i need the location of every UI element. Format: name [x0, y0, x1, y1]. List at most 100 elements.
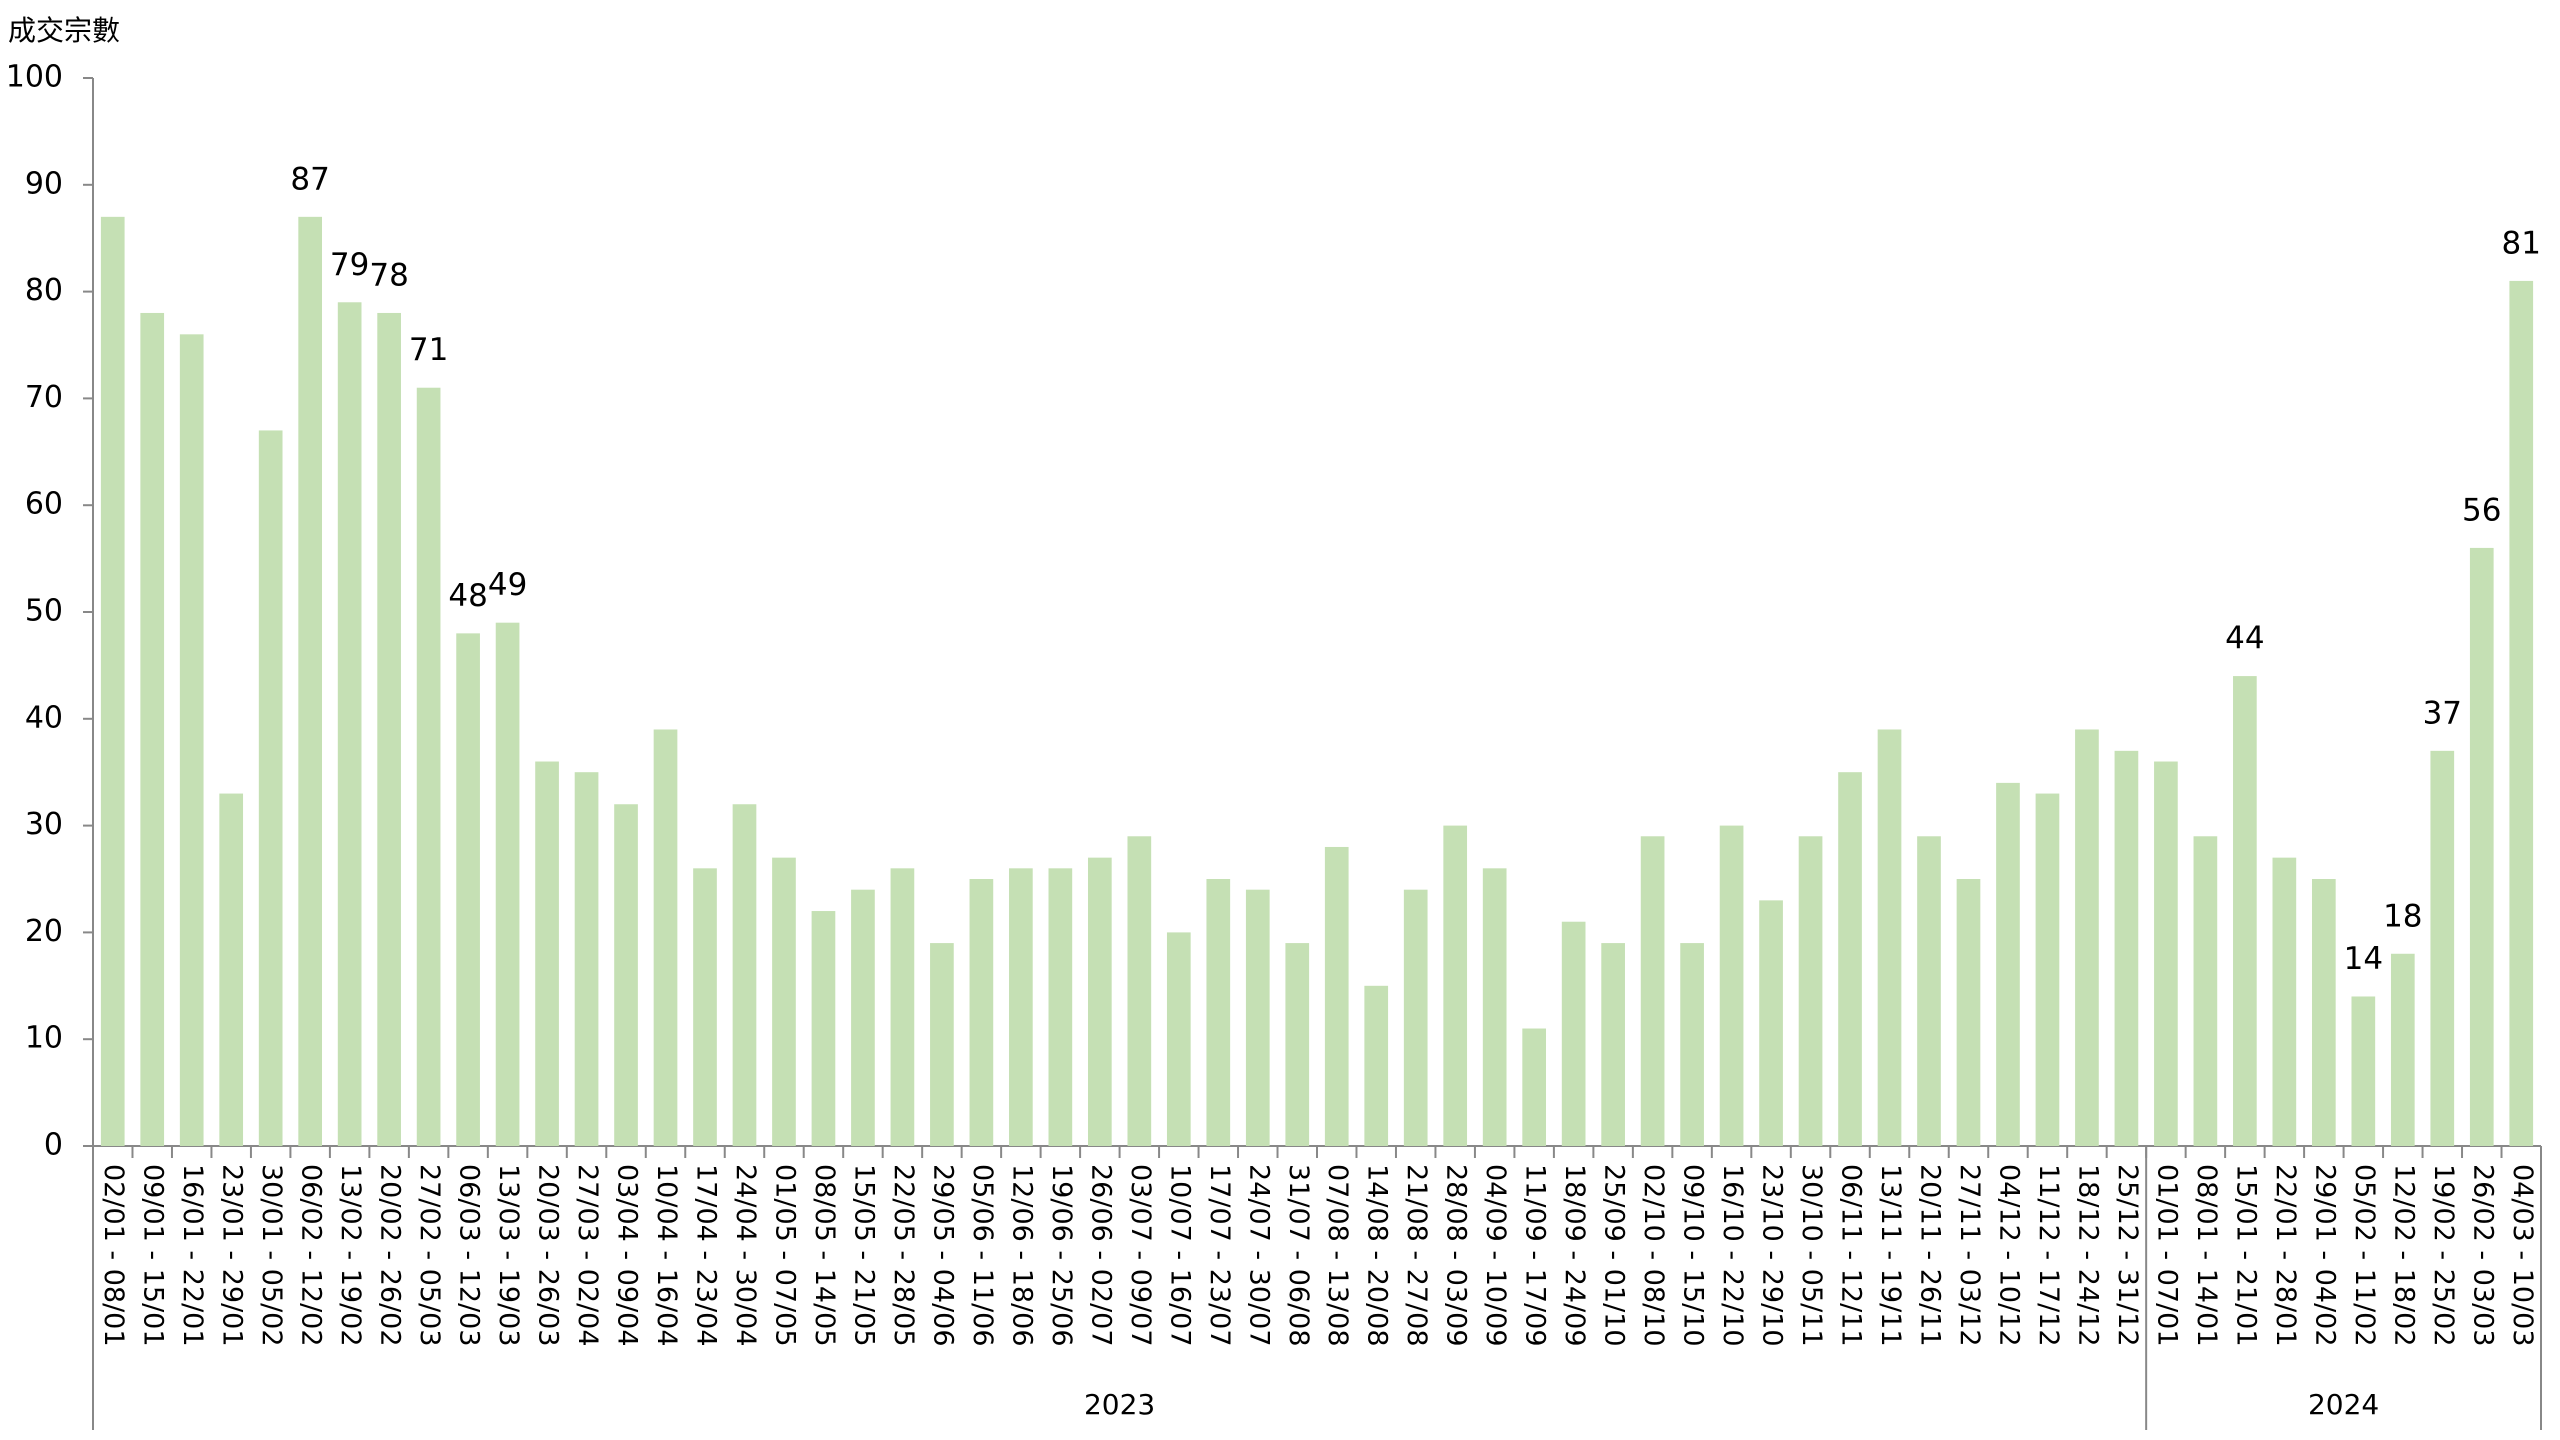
x-tick-label: 02/01 - 08/01	[98, 1164, 129, 1347]
x-tick-label: 07/08 - 13/08	[1322, 1164, 1353, 1347]
bar	[1917, 836, 1941, 1146]
x-tick-label: 04/09 - 10/09	[1480, 1164, 1511, 1347]
data-label: 56	[2462, 492, 2501, 528]
bar	[258, 430, 283, 1146]
x-tick-label: 10/04 - 16/04	[651, 1164, 682, 1347]
x-tick-label: 24/07 - 30/07	[1243, 1164, 1274, 1347]
data-label: 14	[2344, 941, 2383, 977]
x-tick-label: 24/04 - 30/04	[730, 1164, 761, 1347]
bar	[653, 729, 678, 1146]
x-tick-label: 22/05 - 28/05	[888, 1164, 919, 1347]
bar	[1127, 836, 1152, 1146]
bar	[2351, 996, 2376, 1146]
bar	[614, 804, 638, 1146]
x-tick-label: 26/06 - 02/07	[1085, 1164, 1116, 1347]
y-tick-label: 80	[25, 273, 63, 308]
bar	[1522, 1028, 1547, 1146]
bar	[535, 761, 559, 1146]
x-tick-label: 13/11 - 19/11	[1875, 1164, 1906, 1347]
x-tick-label: 02/10 - 08/10	[1638, 1164, 1669, 1347]
bar	[772, 857, 796, 1146]
bar	[2154, 761, 2178, 1146]
bar	[1759, 900, 1783, 1146]
bar	[2114, 750, 2139, 1146]
y-tick-label: 100	[6, 60, 63, 95]
bar	[377, 312, 401, 1147]
x-tick-label: 30/10 - 05/11	[1796, 1164, 1827, 1347]
data-label: 44	[2225, 621, 2264, 657]
bar	[2035, 793, 2060, 1146]
x-tick-label: 11/09 - 17/09	[1520, 1164, 1551, 1347]
bar	[2233, 676, 2257, 1146]
x-tick-label: 26/02 - 03/03	[2467, 1164, 2498, 1347]
y-tick-label: 90	[25, 166, 63, 201]
bar	[298, 216, 323, 1147]
bar	[1245, 889, 1270, 1146]
bar	[1798, 836, 1823, 1146]
bar	[969, 879, 994, 1146]
x-tick-label: 20/02 - 26/02	[375, 1164, 406, 1347]
x-tick-label: 04/03 - 10/03	[2507, 1164, 2538, 1347]
x-tick-label: 23/10 - 29/10	[1757, 1164, 1788, 1347]
x-tick-label: 23/01 - 29/01	[217, 1164, 248, 1347]
y-tick-label: 40	[25, 700, 63, 735]
data-label: 48	[448, 578, 487, 614]
x-tick-label: 27/02 - 05/03	[414, 1164, 445, 1347]
x-tick-label: 12/02 - 18/02	[2388, 1164, 2419, 1347]
x-tick-label: 29/05 - 04/06	[927, 1164, 958, 1347]
x-tick-label: 04/12 - 10/12	[1993, 1164, 2024, 1347]
x-tick-label: 09/01 - 15/01	[138, 1164, 169, 1347]
x-tick-label: 27/11 - 03/12	[1954, 1164, 1985, 1347]
bar	[693, 868, 717, 1146]
x-tick-label: 16/10 - 22/10	[1717, 1164, 1748, 1347]
bar	[2390, 953, 2415, 1146]
bar	[1009, 868, 1033, 1146]
bar	[2075, 729, 2099, 1146]
bar	[1601, 943, 1625, 1146]
x-tick-label: 21/08 - 27/08	[1401, 1164, 1432, 1347]
bar	[1838, 772, 1862, 1146]
bar	[930, 943, 954, 1146]
bar	[1640, 836, 1665, 1146]
bar	[1680, 943, 1704, 1146]
bar	[456, 633, 480, 1146]
y-tick-label: 20	[25, 914, 63, 949]
y-tick-label: 50	[25, 594, 63, 629]
bar	[416, 387, 441, 1147]
bar	[219, 793, 244, 1146]
bar	[1048, 868, 1073, 1146]
data-label: 78	[369, 257, 408, 293]
data-label: 37	[2423, 695, 2462, 731]
bar	[1166, 932, 1191, 1146]
x-tick-label: 16/01 - 22/01	[177, 1164, 208, 1347]
bar	[337, 302, 362, 1146]
bar	[1719, 825, 1744, 1146]
x-tick-label: 08/05 - 14/05	[809, 1164, 840, 1347]
bar	[574, 772, 599, 1146]
x-tick-label: 25/12 - 31/12	[2112, 1164, 2143, 1347]
bar	[811, 911, 836, 1146]
x-tick-label: 01/05 - 07/05	[769, 1164, 800, 1347]
x-tick-label: 19/02 - 25/02	[2428, 1164, 2459, 1347]
x-tick-label: 09/10 - 15/10	[1678, 1164, 1709, 1347]
x-tick-label: 13/03 - 19/03	[493, 1164, 524, 1347]
x-tick-label: 05/06 - 11/06	[967, 1164, 998, 1347]
x-tick-label: 30/01 - 05/02	[256, 1164, 287, 1347]
bar	[2193, 836, 2218, 1146]
bar	[1482, 868, 1507, 1146]
bar	[890, 868, 915, 1146]
y-tick-label: 0	[44, 1128, 63, 1163]
bar	[495, 622, 520, 1146]
data-label: 79	[330, 247, 369, 283]
bar	[1403, 889, 1428, 1146]
data-label: 49	[488, 567, 527, 603]
x-tick-label: 05/02 - 11/02	[2349, 1164, 2380, 1347]
data-label: 81	[2502, 225, 2541, 261]
bar	[140, 312, 165, 1147]
x-tick-label: 06/03 - 12/03	[454, 1164, 485, 1347]
x-tick-label: 27/03 - 02/04	[572, 1164, 603, 1347]
bar	[179, 334, 204, 1146]
bar	[851, 889, 875, 1146]
x-tick-label: 03/04 - 09/04	[612, 1164, 643, 1347]
x-tick-label: 06/11 - 12/11	[1836, 1164, 1867, 1347]
